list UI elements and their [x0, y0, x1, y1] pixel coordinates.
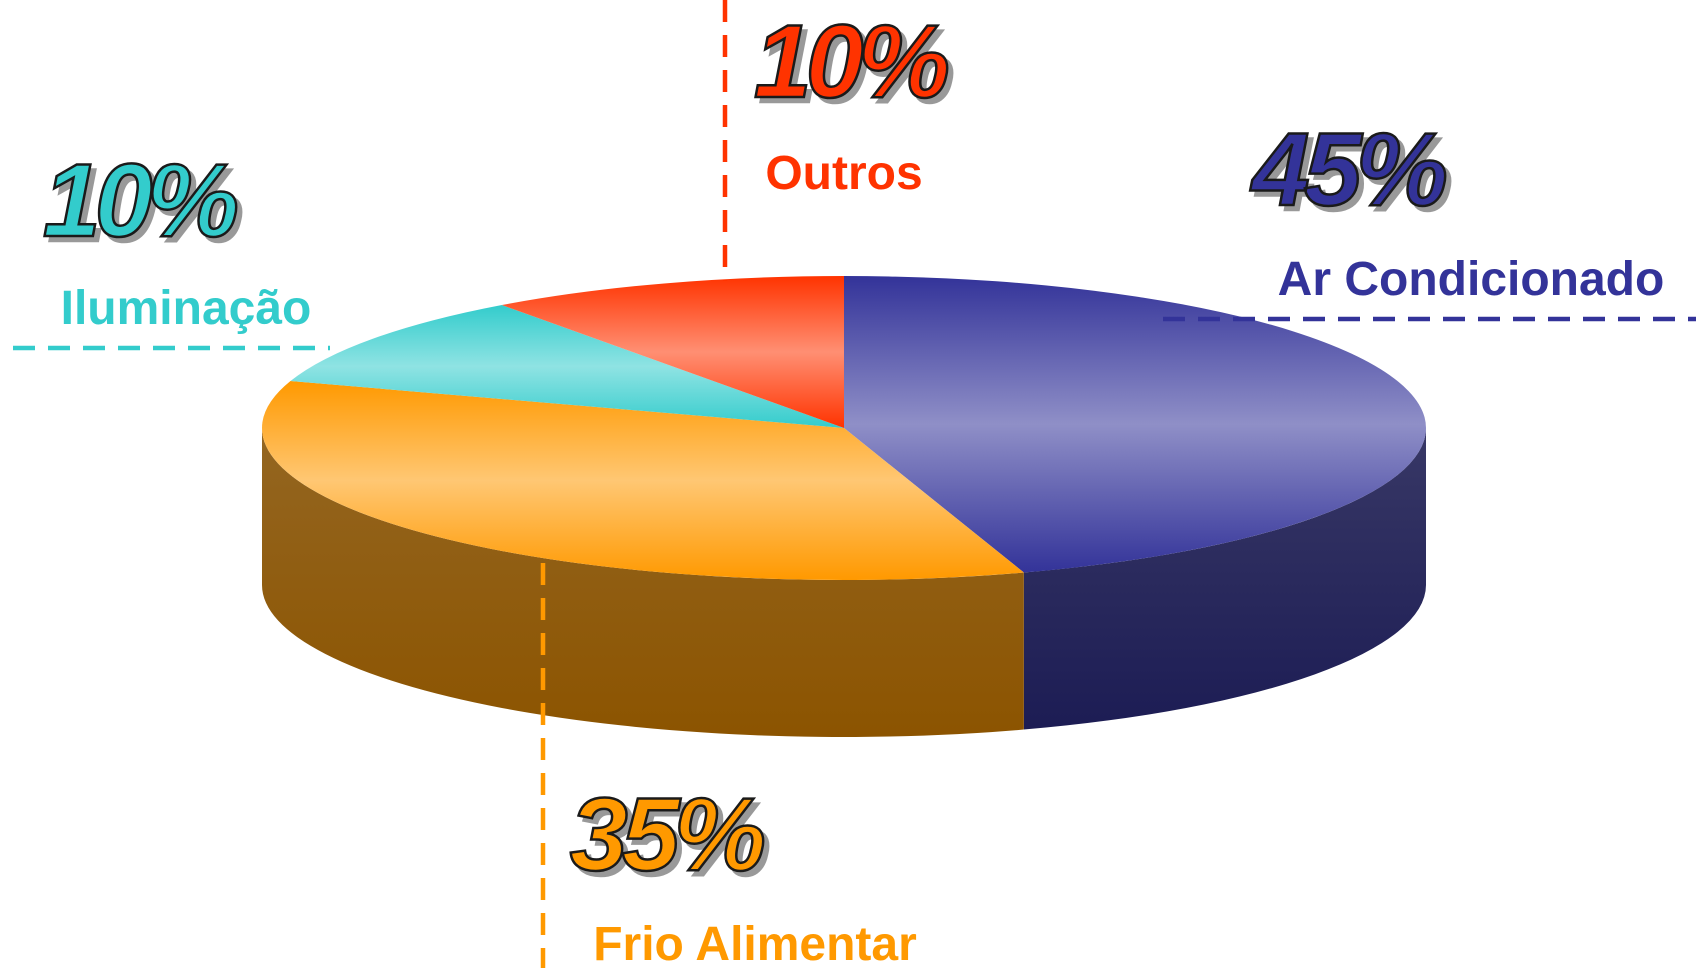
- category-label: Ar Condicionado: [1278, 253, 1665, 306]
- value-label: 45%: [1250, 112, 1446, 228]
- slice: [844, 276, 1427, 573]
- value-label: 10%: [754, 4, 948, 120]
- value-label: 10%: [43, 143, 237, 259]
- slice: [261, 381, 1024, 581]
- category-label: Iluminação: [61, 282, 312, 335]
- category-label: Outros: [765, 147, 922, 200]
- category-label: Frio Alimentar: [593, 918, 917, 968]
- slice: [290, 305, 844, 428]
- slice: [501, 276, 844, 428]
- slice-side: [1023, 428, 1426, 730]
- slice-side: [261, 428, 1024, 737]
- value-label: 35%: [570, 777, 764, 893]
